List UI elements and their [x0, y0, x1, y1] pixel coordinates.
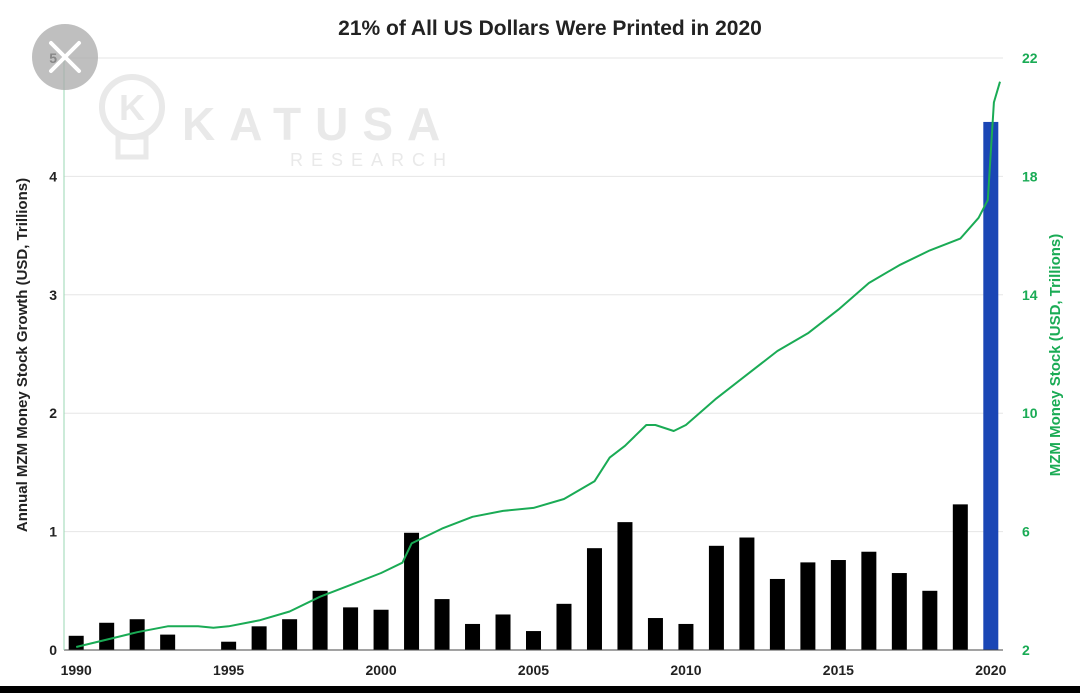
close-icon	[49, 41, 81, 73]
chart-title: 21% of All US Dollars Were Printed in 20…	[338, 17, 762, 40]
bar-1991	[99, 622, 115, 650]
watermark-sub: RESEARCH	[290, 150, 454, 170]
bar-1999	[343, 607, 359, 650]
y-tick-label: 4	[49, 168, 57, 184]
bar-2014	[800, 562, 816, 650]
x-tick-label: 1990	[61, 662, 92, 678]
bar-1996	[251, 626, 267, 650]
watermark-brand: KATUSA	[182, 98, 454, 150]
y-tick-label: 1	[49, 524, 57, 540]
bar-2003	[465, 623, 481, 650]
bar-1990	[68, 635, 84, 650]
x-tick-label: 2005	[518, 662, 549, 678]
x-tick-label: 2015	[823, 662, 854, 678]
bar-2008	[617, 522, 633, 650]
bar-1997	[282, 619, 298, 650]
y-axis-label: Annual MZM Money Stock Growth (USD, Tril…	[14, 178, 31, 532]
bar-2011	[708, 545, 724, 650]
close-button[interactable]	[32, 24, 98, 90]
bar-1998	[312, 590, 328, 650]
bar-2010	[678, 623, 694, 650]
y2-tick-label: 22	[1022, 50, 1038, 66]
bar-2004	[495, 614, 511, 650]
y2-axis-label: MZM Money Stock (USD, Trillions)	[1047, 234, 1064, 477]
bar-1992	[129, 619, 145, 650]
x-tick-label: 2010	[670, 662, 701, 678]
bar-2009	[647, 618, 663, 650]
watermark: K KATUSA RESEARCH	[99, 74, 454, 170]
bar-series	[68, 121, 999, 651]
y2-tick-label: 6	[1022, 524, 1030, 540]
bar-2020	[983, 121, 999, 651]
mzm-stock-line	[75, 81, 1001, 648]
x-tick-label: 2000	[365, 662, 396, 678]
y-tick-label: 3	[49, 287, 57, 303]
bar-2012	[739, 537, 755, 650]
y2-tick-label: 14	[1022, 287, 1038, 303]
y2-tick-label: 18	[1022, 168, 1038, 184]
watermark-logo-letter: K	[119, 87, 145, 128]
y-tick-label: 0	[49, 642, 57, 658]
bottom-bar	[0, 686, 1080, 693]
bar-1993	[160, 634, 176, 650]
bar-2001	[404, 532, 420, 650]
x-tick-label: 2020	[975, 662, 1006, 678]
y-tick-label: 2	[49, 405, 57, 421]
bar-2015	[830, 560, 846, 650]
bar-2007	[586, 548, 602, 650]
axes	[63, 58, 1003, 651]
bar-2006	[556, 603, 572, 650]
tick-labels: 0123452610141822199019952000200520102015…	[49, 50, 1038, 678]
line-series-layer	[75, 81, 1001, 648]
y2-tick-label: 2	[1022, 642, 1030, 658]
bar-2017	[891, 573, 907, 650]
bar-2002	[434, 599, 450, 650]
bar-2005	[526, 631, 541, 650]
bar-1995	[221, 641, 237, 650]
lightbulb-logo-icon: K	[99, 74, 165, 160]
bar-2000	[373, 609, 389, 650]
bar-2019	[952, 504, 968, 650]
bar-2018	[922, 590, 938, 650]
y2-tick-label: 10	[1022, 405, 1038, 421]
bar-2016	[861, 551, 877, 650]
gridlines	[64, 57, 1003, 533]
x-tick-label: 1995	[213, 662, 244, 678]
bar-2013	[769, 578, 785, 650]
